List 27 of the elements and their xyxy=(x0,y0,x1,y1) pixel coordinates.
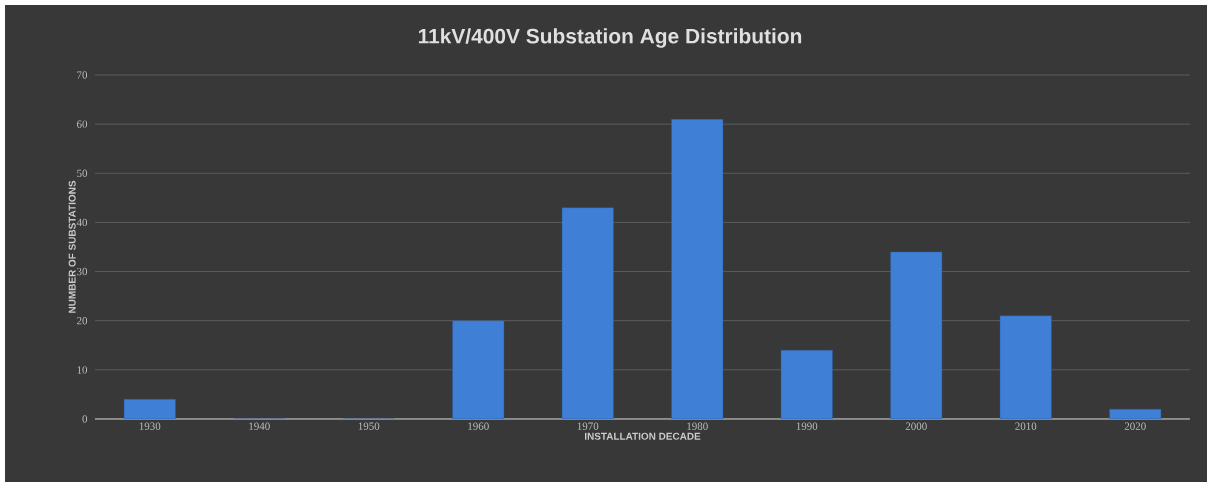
x-tick-label: 1960 xyxy=(468,422,489,430)
chart-title: 11kV/400V Substation Age Distribution xyxy=(418,28,802,48)
y-tick-label: 20 xyxy=(77,317,88,325)
x-tick-label: 2010 xyxy=(1015,422,1037,430)
y-tick-label: 30 xyxy=(77,267,88,276)
x-tick-label: 1930 xyxy=(139,422,161,430)
y-tick-label: 50 xyxy=(77,169,88,177)
x-tick-label: 1990 xyxy=(796,422,818,430)
bar xyxy=(890,251,943,419)
bar xyxy=(561,207,614,419)
bar xyxy=(780,349,833,419)
x-tick-label: 1940 xyxy=(249,422,270,430)
bar xyxy=(452,320,505,419)
y-tick-label: 0 xyxy=(82,415,88,423)
x-tick-label: 1950 xyxy=(358,422,380,430)
y-tick-label: 40 xyxy=(76,218,88,227)
x-axis-title: INSTALLATION DECADE xyxy=(584,432,701,440)
y-axis-title: NUMBER OF SUBSTATIONS xyxy=(68,180,76,313)
bar xyxy=(999,315,1052,419)
y-tick-label: 70 xyxy=(77,71,88,79)
x-tick-label: 1970 xyxy=(577,422,599,430)
y-tick-label: 60 xyxy=(77,120,88,128)
x-tick-label: 2000 xyxy=(905,422,927,430)
y-tick-label: 10 xyxy=(77,366,88,374)
x-tick-label: 2020 xyxy=(1124,422,1146,430)
bar xyxy=(671,119,724,419)
x-tick-label: 1980 xyxy=(687,422,708,430)
